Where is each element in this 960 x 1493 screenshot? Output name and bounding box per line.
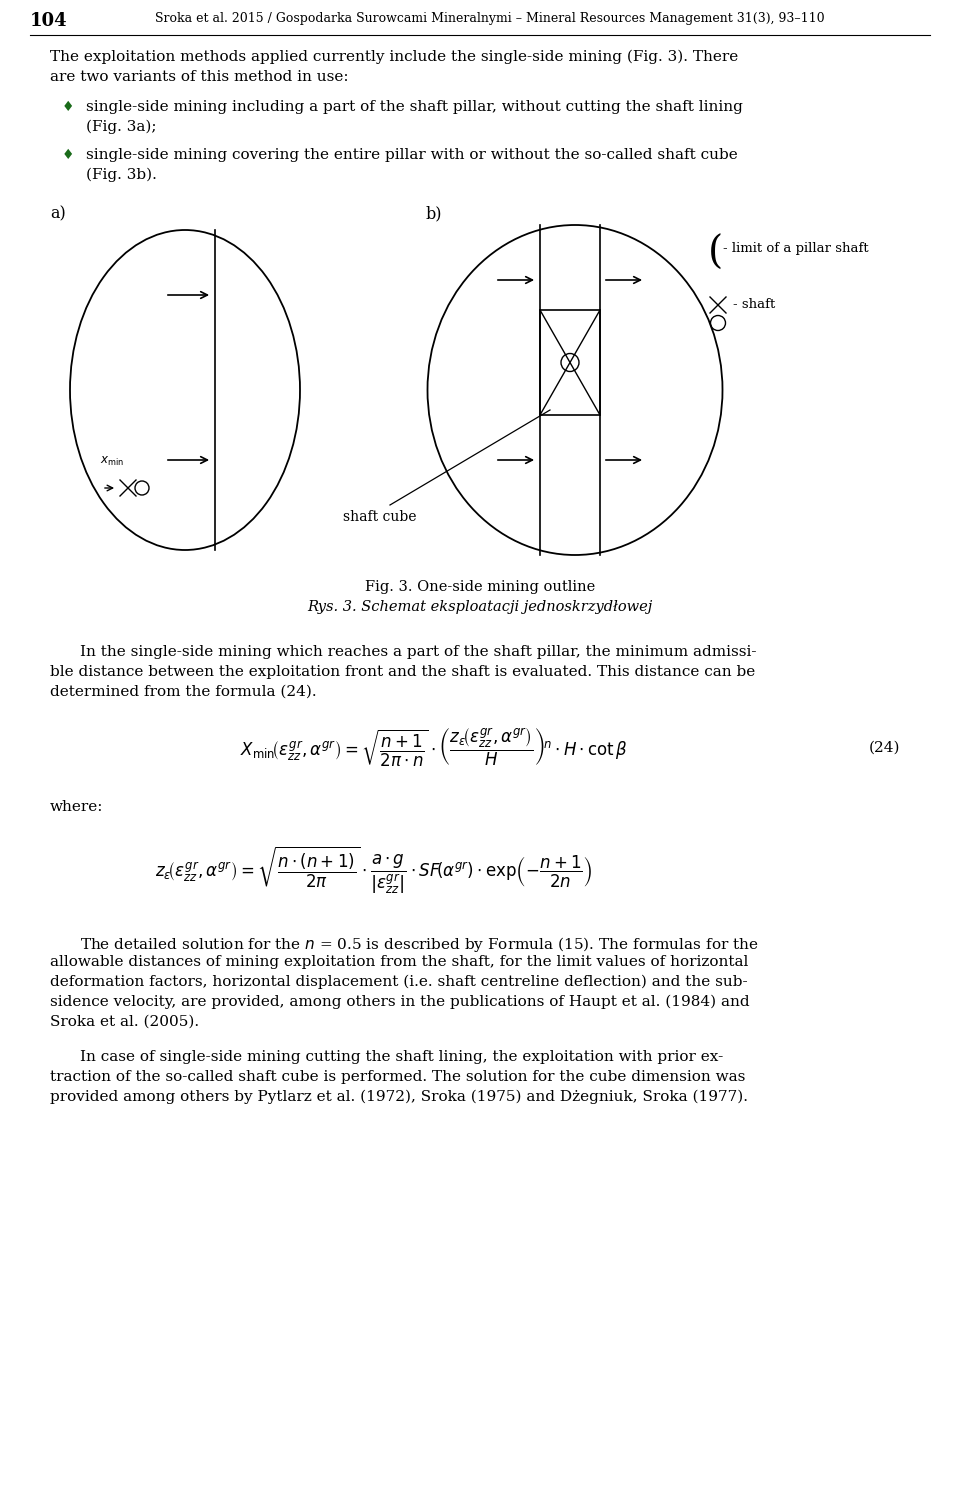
Text: Fig. 3. One-side mining outline: Fig. 3. One-side mining outline (365, 579, 595, 594)
Text: allowable distances of mining exploitation from the shaft, for the limit values : allowable distances of mining exploitati… (50, 956, 749, 969)
Text: determined from the formula (24).: determined from the formula (24). (50, 685, 317, 699)
Text: (: ( (708, 234, 723, 272)
Text: deformation factors, horizontal displacement (i.e. shaft centreline deflection) : deformation factors, horizontal displace… (50, 975, 748, 990)
Text: In case of single-side mining cutting the shaft lining, the exploitation with pr: In case of single-side mining cutting th… (80, 1050, 723, 1065)
Text: - shaft: - shaft (733, 299, 776, 311)
Text: $x_{\rm min}$: $x_{\rm min}$ (100, 455, 124, 467)
Text: single-side mining covering the entire pillar with or without the so-called shaf: single-side mining covering the entire p… (86, 148, 737, 163)
Text: In the single-side mining which reaches a part of the shaft pillar, the minimum : In the single-side mining which reaches … (80, 645, 756, 658)
Text: b): b) (425, 205, 442, 222)
Text: shaft cube: shaft cube (344, 511, 417, 524)
Bar (540, 311, 600, 415)
Text: Sroka et al. (2005).: Sroka et al. (2005). (50, 1015, 199, 1029)
Text: ♦: ♦ (62, 148, 75, 163)
Text: (24): (24) (869, 741, 900, 755)
Text: Sroka et al. 2015 / Gospodarka Surowcami Mineralnymi – Mineral Resources Managem: Sroka et al. 2015 / Gospodarka Surowcami… (156, 12, 825, 25)
Text: $X_{\min}\!\left(\varepsilon_{zz}^{gr},\alpha^{gr}\right) = \sqrt{\dfrac{n+1}{2\: $X_{\min}\!\left(\varepsilon_{zz}^{gr},\… (240, 727, 628, 769)
Text: The exploitation methods applied currently include the single-side mining (Fig. : The exploitation methods applied current… (50, 49, 738, 64)
Text: a): a) (50, 205, 65, 222)
Text: ble distance between the exploitation front and the shaft is evaluated. This dis: ble distance between the exploitation fr… (50, 664, 756, 679)
Text: provided among others by Pytlarz et al. (1972), Sroka (1975) and Dżegniuk, Sroka: provided among others by Pytlarz et al. … (50, 1090, 748, 1105)
Text: where:: where: (50, 800, 104, 814)
Text: - limit of a pillar shaft: - limit of a pillar shaft (723, 242, 869, 255)
Text: are two variants of this method in use:: are two variants of this method in use: (50, 70, 348, 84)
Text: sidence velocity, are provided, among others in the publications of Haupt et al.: sidence velocity, are provided, among ot… (50, 994, 750, 1009)
Text: The detailed solution for the $n$ = 0.5 is described by Formula (15). The formul: The detailed solution for the $n$ = 0.5 … (80, 935, 758, 954)
Text: single-side mining including a part of the shaft pillar, without cutting the sha: single-side mining including a part of t… (86, 100, 743, 113)
Text: (Fig. 3b).: (Fig. 3b). (86, 169, 156, 182)
Text: (Fig. 3a);: (Fig. 3a); (86, 119, 156, 134)
Text: traction of the so-called shaft cube is performed. The solution for the cube dim: traction of the so-called shaft cube is … (50, 1070, 745, 1084)
Text: 104: 104 (30, 12, 67, 30)
Text: $z_{\varepsilon}\!\left(\varepsilon_{zz}^{gr},\alpha^{gr}\right) = \sqrt{\dfrac{: $z_{\varepsilon}\!\left(\varepsilon_{zz}… (155, 844, 592, 896)
Text: Rys. 3. Schemat eksploatacji jednoskrzydłowej: Rys. 3. Schemat eksploatacji jednoskrzyd… (307, 600, 653, 614)
Text: ♦: ♦ (62, 100, 75, 113)
